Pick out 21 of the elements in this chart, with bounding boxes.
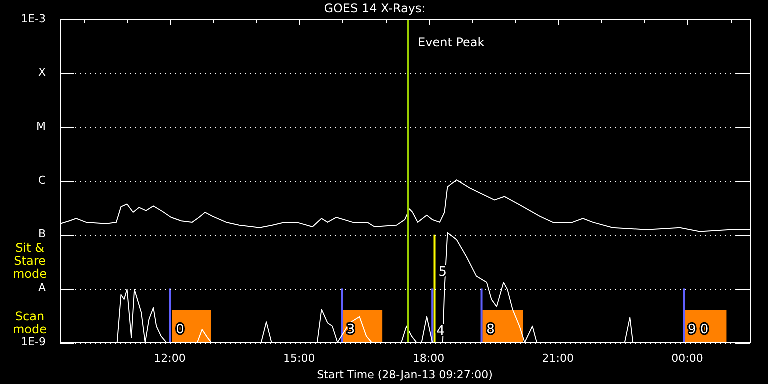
text: Scan mode <box>12 309 48 336</box>
y-tick-label: B <box>38 228 46 241</box>
x-tick-label: 00:00 <box>672 352 704 366</box>
y-tick-label: 1E-3 <box>21 12 46 26</box>
x-tick-label: 15:00 <box>283 352 316 366</box>
annotation: 3 <box>346 322 356 338</box>
annotation: 0 <box>176 322 184 338</box>
y-tick-label: 1E-9 <box>21 335 46 348</box>
annotation: 8 <box>486 322 495 338</box>
x-tick-label: 18:00 <box>412 352 445 366</box>
x-axis-title: Start Time (28-Jan-13 09:27:00) <box>317 368 493 382</box>
y-tick-label: A <box>38 282 46 295</box>
y-tick-label: C <box>38 174 46 187</box>
text: Sit & Stare mode <box>12 240 48 281</box>
ref-line-label: Event Peak <box>418 36 485 50</box>
x-tick-label: 21:00 <box>542 352 574 366</box>
y-tick-label: X <box>38 66 46 80</box>
chart-title: GOES 14 X-Rays: <box>324 1 426 16</box>
y-tick-label: M <box>36 120 46 133</box>
x-tick-label: 12:00 <box>154 352 186 366</box>
annotation: 9 0 <box>688 322 709 338</box>
